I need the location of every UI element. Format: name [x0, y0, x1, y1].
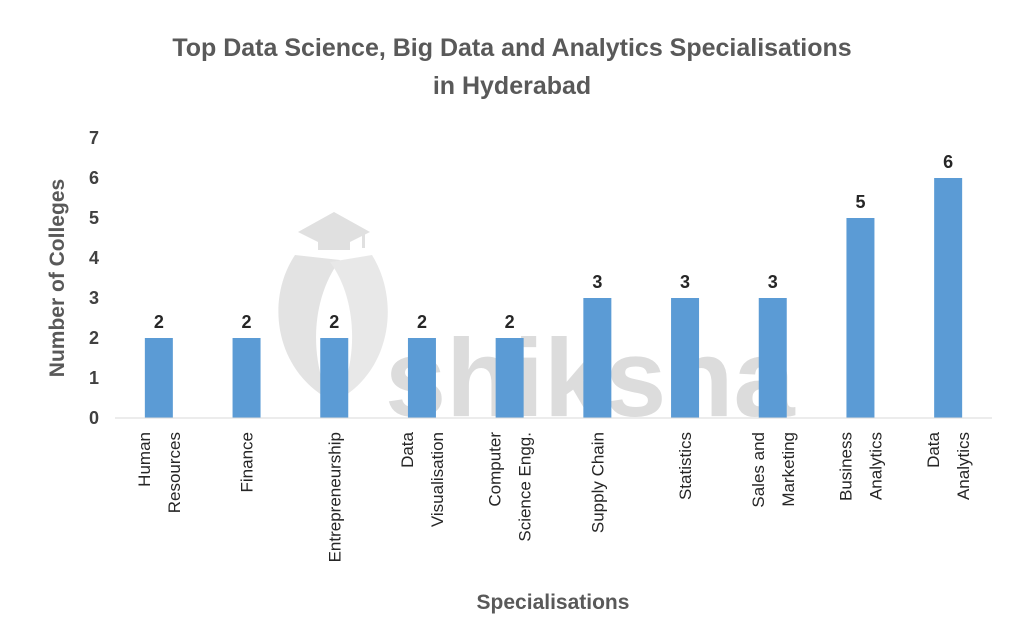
x-tick-label: Analytics: [954, 432, 973, 500]
x-tick-label: Supply Chain: [588, 432, 607, 533]
y-tick-label: 3: [89, 288, 99, 308]
data-label: 2: [505, 312, 515, 332]
bar: [758, 298, 787, 418]
bars: 2 2 2 2 2 3 3 3 5 6: [144, 152, 963, 418]
x-tick-label: Statistics: [676, 432, 695, 500]
x-tick-label: Computer: [486, 432, 505, 507]
bar: [934, 178, 963, 418]
x-tick-label: Marketing: [779, 432, 798, 507]
bar: [671, 298, 700, 418]
y-tick-label: 2: [89, 328, 99, 348]
x-tick-label: Analytics: [866, 432, 885, 500]
data-label: 2: [154, 312, 164, 332]
bar: [144, 338, 173, 418]
watermark: shiksha: [278, 212, 795, 440]
data-label: 2: [417, 312, 427, 332]
watermark-swoosh-right: [330, 255, 388, 400]
x-tick-label: Resources: [165, 432, 184, 513]
bar: [232, 338, 261, 418]
data-label: 3: [768, 272, 778, 292]
y-tick-label: 6: [89, 168, 99, 188]
x-tick-label: Business: [836, 432, 855, 501]
chart-title-line-1: Top Data Science, Big Data and Analytics…: [172, 34, 851, 62]
x-axis-title: Specialisations: [477, 591, 630, 614]
x-tick-label: Sales and: [749, 432, 768, 508]
bar: [583, 298, 612, 418]
x-tick-label: Data: [924, 431, 943, 467]
x-tick-label: Visualisation: [428, 432, 447, 527]
data-label: 3: [680, 272, 690, 292]
data-label: 3: [592, 272, 602, 292]
y-tick-label: 5: [89, 208, 99, 228]
graduation-cap-icon: [298, 212, 370, 250]
watermark-swoosh: [278, 255, 340, 400]
x-tick-label: Finance: [238, 432, 257, 492]
y-tick-label: 7: [89, 128, 99, 148]
bar: [320, 338, 349, 418]
bar: [407, 338, 436, 418]
y-tick-label: 1: [89, 368, 99, 388]
data-label: 6: [943, 152, 953, 172]
y-tick-label: 4: [89, 248, 99, 268]
x-tick-label: Data: [398, 431, 417, 467]
data-label: 5: [855, 192, 865, 212]
data-label: 2: [242, 312, 252, 332]
chart-title-line-2: in Hyderabad: [433, 72, 591, 100]
x-tick-label: Science Engg.: [516, 432, 535, 542]
y-axis-title: Number of Colleges: [46, 179, 69, 377]
y-axis-ticks: 0 1 2 3 4 5 6 7: [89, 128, 99, 428]
bar: [846, 218, 875, 418]
x-axis-categories: Human Resources Finance Entrepreneurship Dat…: [135, 431, 973, 562]
x-tick-label: Human: [135, 432, 154, 487]
data-label: 2: [329, 312, 339, 332]
bar: [495, 338, 524, 418]
x-tick-label: Entrepreneurship: [325, 432, 344, 562]
y-tick-label: 0: [89, 408, 99, 428]
